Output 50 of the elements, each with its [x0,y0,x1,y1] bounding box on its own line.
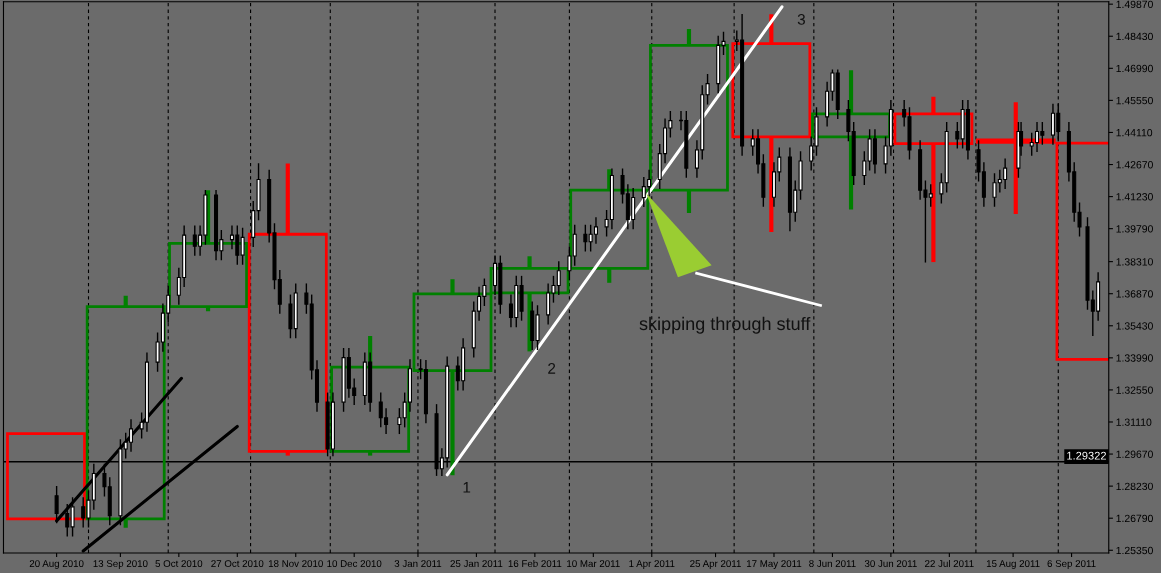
x-tick-label: 18 Nov 2010 [268,560,323,568]
annotation: 2 [548,363,556,374]
y-tick-label: 1.38310 [1116,258,1153,266]
y-tick-label: 1.32550 [1116,386,1153,394]
candlestick [862,151,867,186]
x-tick-label: 5 Oct 2010 [155,560,203,568]
annotation: 1 [463,482,471,493]
y-tick-label: 1.29670 [1116,450,1153,458]
y-tick-label: 1.46990 [1116,64,1153,73]
y-tick-label: 1.41230 [1116,193,1153,201]
y-tick-label: 1.42670 [1116,161,1153,169]
x-tick-label: 8 Jun 2011 [809,560,856,568]
y-tick-label: 1.45550 [1116,96,1153,105]
candlestick [593,217,598,244]
x-tick-label: 13 Sep 2010 [93,560,148,569]
y-tick-label: 1.35430 [1116,322,1153,330]
y-tick-label: 1.26790 [1116,514,1153,523]
y-tick-label: 1.31110 [1116,418,1152,426]
candlestick [304,283,309,314]
y-tick-label: 1.33990 [1116,354,1153,362]
x-tick-label: 10 Mar 2011 [567,560,620,568]
x-tick-label: 25 Jan 2011 [450,560,503,568]
y-tick-label: 1.28230 [1116,482,1153,491]
candlestick [846,99,851,142]
y-tick-label: 1.44110 [1116,128,1153,137]
x-tick-label: 17 May 2011 [746,560,802,569]
y-tick-label: 1.25350 [1116,546,1153,555]
annotation: 3 [797,14,805,25]
annotation: skipping through stuff [639,316,811,334]
x-tick-label: 1 Apr 2011 [629,560,675,569]
x-tick-label: 10 Dec 2010 [327,560,382,568]
x-tick-label: 3 Jan 2011 [394,560,442,568]
candlestick [128,419,134,452]
x-tick-label: 30 Jun 2011 [864,560,917,568]
x-tick-label: 27 Oct 2010 [211,560,264,568]
x-tick-label: 22 Jul 2011 [925,559,974,568]
candlestick [955,121,960,149]
ref-line-label: 1.29322 [1067,451,1106,460]
x-tick-label: 20 Aug 2010 [29,560,84,569]
y-tick-label: 1.36870 [1116,290,1153,298]
candlestick [583,224,588,252]
y-tick-label: 1.49870 [1116,0,1153,9]
candlestick [939,173,944,204]
candlestick [397,408,402,435]
x-tick-label: 25 Apr 2011 [690,560,741,569]
x-tick-label: 16 Feb 2011 [508,559,562,568]
y-tick-label: 1.48430 [1116,32,1153,41]
x-tick-label: 15 Aug 2011 [986,560,1040,569]
x-tick-label: 6 Sep 2011 [1047,560,1096,569]
y-tick-label: 1.39790 [1116,225,1153,233]
